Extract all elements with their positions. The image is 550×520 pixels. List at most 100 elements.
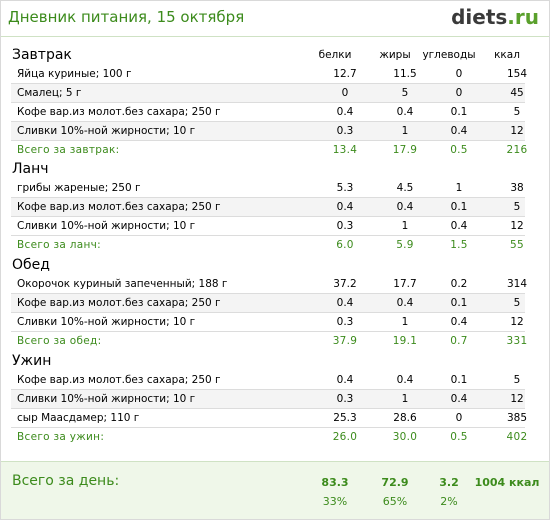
logo-tld: .ru bbox=[507, 5, 539, 29]
carbs-value: 1 bbox=[455, 182, 463, 194]
meal-title-breakfast: Завтрак bbox=[12, 47, 72, 63]
kcal-value: 45 bbox=[510, 87, 524, 99]
fat-value: 4.5 bbox=[396, 182, 414, 194]
table-row: Смалец; 5 г 0 5 0 45 bbox=[11, 84, 525, 103]
food-name: Кофе вар.из молот.без сахара; 250 г bbox=[17, 106, 221, 118]
food-name: Кофе вар.из молот.без сахара; 250 г bbox=[17, 374, 221, 386]
day-protein-percent: 33% bbox=[322, 495, 348, 508]
food-name: Сливки 10%-ной жирности; 10 г bbox=[17, 125, 196, 137]
meal-total-row: Всего за ланч: 6.0 5.9 1.5 55 bbox=[11, 236, 525, 255]
table-row: Сливки 10%-ной жирности; 10 г 0.3 1 0.4 … bbox=[11, 313, 525, 332]
carbs-value: 0 bbox=[455, 412, 463, 424]
protein-value: 0 bbox=[341, 87, 349, 99]
table-row: Сливки 10%-ной жирности; 10 г 0.3 1 0.4 … bbox=[11, 122, 525, 141]
protein-value: 0.4 bbox=[336, 374, 354, 386]
fat-total: 30.0 bbox=[392, 431, 418, 443]
fat-total: 19.1 bbox=[392, 335, 418, 347]
table-row: Яйца куриные; 100 г 12.7 11.5 0 154 bbox=[11, 65, 527, 84]
fat-value: 1 bbox=[401, 316, 409, 328]
table-row: Сливки 10%-ной жирности; 10 г 0.3 1 0.4 … bbox=[11, 217, 525, 236]
food-name: сыр Маасдамер; 110 г bbox=[17, 412, 140, 424]
food-name: грибы жареные; 250 г bbox=[17, 182, 141, 194]
carbs-value: 0.4 bbox=[450, 316, 468, 328]
meal-total-row: Всего за ужин: 26.0 30.0 0.5 402 bbox=[11, 428, 527, 447]
fat-value: 0.4 bbox=[396, 106, 414, 118]
carbs-value: 0.4 bbox=[450, 125, 468, 137]
meal-total-label: Всего за завтрак: bbox=[17, 144, 120, 156]
kcal-value: 12 bbox=[510, 316, 524, 328]
kcal-value: 314 bbox=[506, 278, 528, 290]
table-row: Сливки 10%-ной жирности; 10 г 0.3 1 0.4 … bbox=[11, 390, 525, 409]
kcal-value: 38 bbox=[510, 182, 524, 194]
header: Дневник питания, 15 октября diets.ru bbox=[1, 1, 549, 35]
day-carbs-total: 3.2 bbox=[439, 476, 459, 489]
kcal-value: 385 bbox=[506, 412, 528, 424]
meal-total-label: Всего за ланч: bbox=[17, 239, 102, 251]
column-header-protein: белки bbox=[318, 49, 352, 61]
food-name: Окорочок куриный запеченный; 188 г bbox=[17, 278, 228, 290]
carbs-total: 0.7 bbox=[450, 335, 468, 347]
kcal-total: 402 bbox=[506, 431, 528, 443]
table-row: Кофе вар.из молот.без сахара; 250 г 0.4 … bbox=[11, 294, 525, 313]
carbs-value: 0 bbox=[455, 87, 463, 99]
fat-value: 11.5 bbox=[393, 68, 417, 80]
fat-value: 1 bbox=[401, 125, 409, 137]
protein-total: 6.0 bbox=[336, 239, 354, 251]
day-protein-total: 83.3 bbox=[321, 476, 349, 489]
protein-value: 0.4 bbox=[336, 201, 354, 213]
protein-value: 0.3 bbox=[336, 316, 354, 328]
day-carbs-percent: 2% bbox=[440, 495, 458, 508]
day-total-label: Всего за день: bbox=[12, 473, 120, 489]
day-kcal-total: 1004 ккал bbox=[474, 476, 540, 489]
protein-value: 0.3 bbox=[336, 125, 354, 137]
meal-title-lunch: Ланч bbox=[12, 161, 49, 177]
fat-value: 1 bbox=[401, 220, 409, 232]
carbs-value: 0 bbox=[455, 68, 463, 80]
kcal-value: 12 bbox=[510, 125, 524, 137]
carbs-value: 0.1 bbox=[450, 201, 468, 213]
meal-total-row: Всего за завтрак: 13.4 17.9 0.5 216 bbox=[11, 141, 527, 160]
kcal-value: 12 bbox=[510, 393, 524, 405]
table-row: сыр Маасдамер; 110 г 25.3 28.6 0 385 bbox=[11, 409, 527, 428]
fat-value: 0.4 bbox=[396, 297, 414, 309]
food-name: Сливки 10%-ной жирности; 10 г bbox=[17, 316, 196, 328]
food-name: Кофе вар.из молот.без сахара; 250 г bbox=[17, 297, 221, 309]
column-header-carbs: углеводы bbox=[422, 49, 476, 61]
kcal-value: 5 bbox=[513, 297, 521, 309]
fat-value: 5 bbox=[401, 87, 409, 99]
fat-value: 17.7 bbox=[393, 278, 417, 290]
fat-value: 1 bbox=[401, 393, 409, 405]
meal-title-supper: Ужин bbox=[12, 353, 52, 369]
day-fat-total: 72.9 bbox=[381, 476, 409, 489]
carbs-total: 1.5 bbox=[450, 239, 468, 251]
column-header-kcal: ккал bbox=[494, 49, 520, 61]
carbs-value: 0.1 bbox=[450, 297, 468, 309]
kcal-value: 5 bbox=[513, 201, 521, 213]
food-name: Сливки 10%-ной жирности; 10 г bbox=[17, 220, 196, 232]
fat-total: 5.9 bbox=[396, 239, 414, 251]
header-divider bbox=[1, 36, 549, 37]
meal-title-dinner: Обед bbox=[12, 257, 50, 273]
food-name: Кофе вар.из молот.без сахара; 250 г bbox=[17, 201, 221, 213]
day-total-panel: Всего за день: 83.3 72.9 3.2 1004 ккал 3… bbox=[1, 461, 549, 519]
protein-value: 37.2 bbox=[333, 278, 357, 290]
table-row: Кофе вар.из молот.без сахара; 250 г 0.4 … bbox=[11, 198, 525, 217]
site-logo[interactable]: diets.ru bbox=[451, 5, 539, 29]
protein-total: 13.4 bbox=[332, 144, 358, 156]
carbs-total: 0.5 bbox=[450, 144, 468, 156]
meal-total-row: Всего за обед: 37.9 19.1 0.7 331 bbox=[11, 332, 527, 351]
protein-total: 37.9 bbox=[332, 335, 358, 347]
carbs-value: 0.1 bbox=[450, 106, 468, 118]
protein-value: 5.3 bbox=[336, 182, 354, 194]
kcal-total: 55 bbox=[510, 239, 524, 251]
protein-value: 0.4 bbox=[336, 297, 354, 309]
table-row: Кофе вар.из молот.без сахара; 250 г 0.4 … bbox=[11, 103, 525, 122]
kcal-total: 216 bbox=[506, 144, 528, 156]
protein-value: 0.3 bbox=[336, 393, 354, 405]
protein-value: 12.7 bbox=[333, 68, 357, 80]
kcal-total: 331 bbox=[506, 335, 528, 347]
fat-value: 0.4 bbox=[396, 374, 414, 386]
day-fat-percent: 65% bbox=[382, 495, 408, 508]
column-header-fat: жиры bbox=[379, 49, 411, 61]
